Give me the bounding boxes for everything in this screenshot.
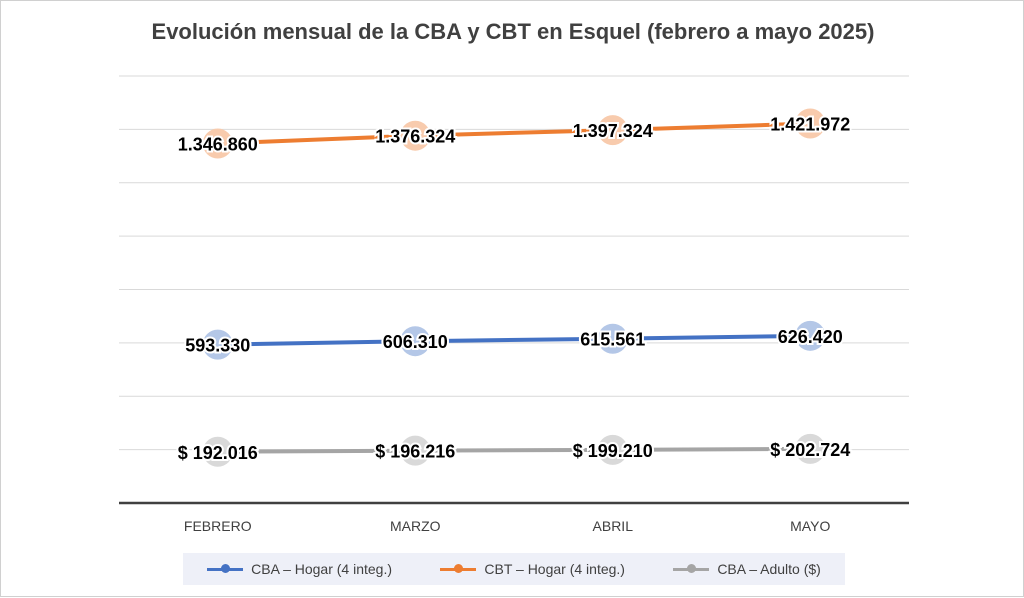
- data-point: [400, 326, 431, 357]
- data-label: $ 196.216: [375, 442, 455, 462]
- data-point: [795, 320, 826, 351]
- data-label: 626.420: [778, 327, 843, 347]
- data-point: [400, 120, 431, 151]
- legend: CBA – Hogar (4 integ.) CBT – Hogar (4 in…: [183, 553, 845, 585]
- data-label: $ 192.016: [178, 443, 258, 463]
- data-point: [202, 436, 233, 467]
- legend-item-cba-hogar: CBA – Hogar (4 integ.): [207, 561, 392, 577]
- legend-item-cbt-hogar: CBT – Hogar (4 integ.): [440, 561, 625, 577]
- legend-dot: [687, 564, 697, 573]
- legend-label: CBT – Hogar (4 integ.): [484, 561, 625, 577]
- data-label: $ 202.724: [770, 440, 850, 460]
- x-tick-label: ABRIL: [593, 518, 634, 534]
- data-point: [795, 433, 826, 464]
- legend-dot: [221, 564, 231, 573]
- data-point: [597, 434, 628, 465]
- data-point: [597, 115, 628, 146]
- data-point: [795, 108, 826, 139]
- data-point: [202, 128, 233, 159]
- legend-swatch: [673, 564, 710, 574]
- data-point: [202, 329, 233, 360]
- series-lines: [215, 121, 813, 454]
- x-axis-ticks: FEBRERO MARZO ABRIL MAYO: [184, 518, 831, 534]
- series-line: [215, 121, 813, 146]
- data-point: [400, 435, 431, 466]
- data-label: 1.376.324: [375, 127, 455, 147]
- data-label: 1.346.860: [178, 135, 258, 155]
- legend-swatch: [207, 564, 244, 574]
- series-line: [215, 333, 813, 347]
- legend-label: CBA – Adulto ($): [717, 561, 821, 577]
- x-tick-label: MARZO: [390, 518, 441, 534]
- legend-item-cba-adulto: CBA – Adulto ($): [673, 561, 821, 577]
- legend-dot: [454, 564, 464, 573]
- data-label: 593.330: [185, 336, 250, 356]
- data-label: 615.561: [580, 330, 645, 350]
- x-tick-label: MAYO: [790, 518, 830, 534]
- legend-swatch: [440, 564, 477, 574]
- x-tick-label: FEBRERO: [184, 518, 252, 534]
- data-point: [597, 323, 628, 354]
- chart-title: Evolución mensual de la CBA y CBT en Esq…: [151, 19, 875, 44]
- data-label: $ 199.210: [573, 441, 653, 461]
- data-labels: 593.330 606.310 615.561 626.420 1.346.860 1.3…: [176, 113, 853, 465]
- series-markers: [202, 108, 826, 467]
- data-label: 1.397.324: [573, 121, 653, 141]
- data-label: 1.421.972: [770, 115, 850, 135]
- series-line: [215, 446, 813, 454]
- legend-label: CBA – Hogar (4 integ.): [251, 561, 393, 577]
- data-label: 606.310: [383, 332, 448, 352]
